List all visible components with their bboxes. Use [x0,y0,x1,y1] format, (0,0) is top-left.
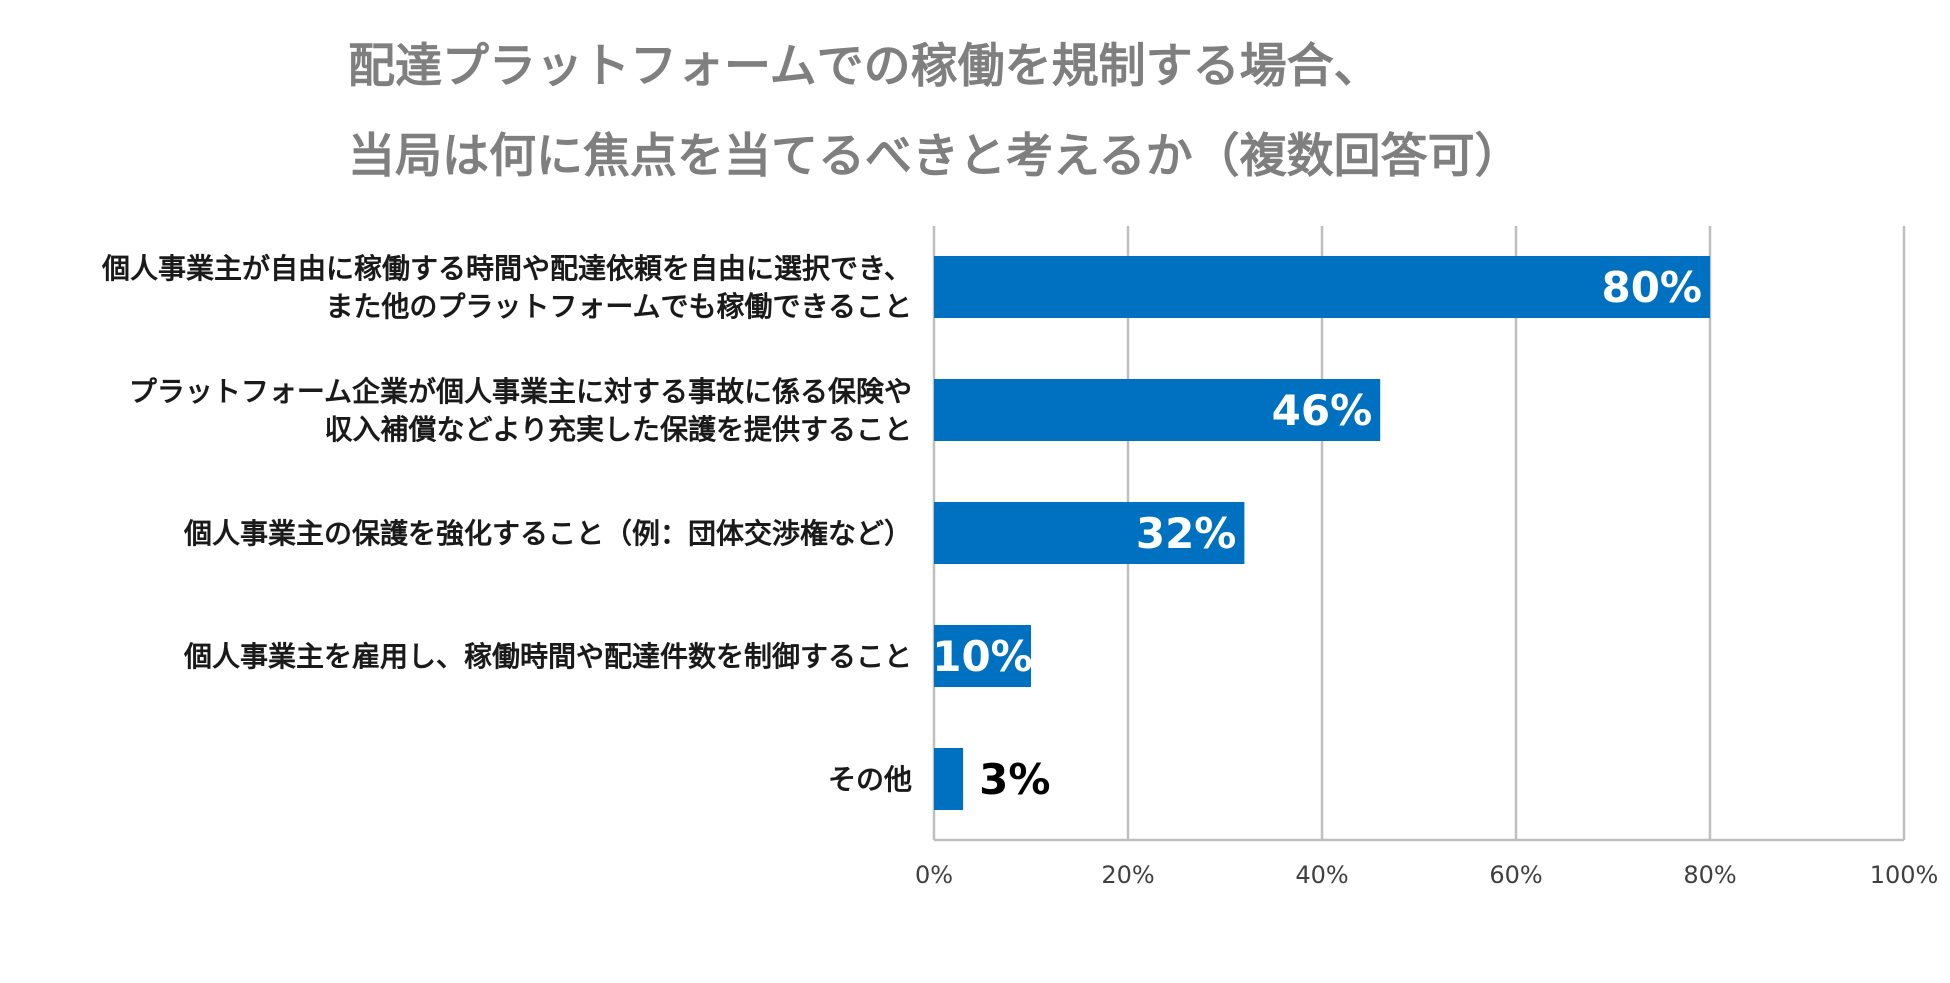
chart-title-line-1: 配達プラットフォームでの稼働を規制する場合、 [348,39,1381,94]
category-labels: 個人事業主が自由に稼働する時間や配達依頼を自由に選択でき、また他のプラットフォー… [101,252,912,796]
x-tick-label-40: 40% [1295,861,1348,889]
gridlines [932,226,1906,842]
category-label-4: 個人事業主を雇用し、稼働時間や配達件数を制御すること [183,640,912,673]
x-tick-label-20: 20% [1101,861,1154,889]
category-label-3: 個人事業主の保護を強化すること（例：団体交渉権など） [183,517,912,550]
category-label-5: その他 [828,763,912,796]
data-labels: 80% 46% 32% 10% 3% [932,263,1702,804]
category-label-5-line-1: その他 [828,763,912,796]
chart-title: 配達プラットフォームでの稼働を規制する場合、 当局は何に焦点を当てるべきと考える… [348,39,1522,184]
x-tick-label-100: 100% [1870,861,1939,889]
data-label-1: 80% [1601,263,1702,312]
x-axis-tick-labels: 0% 20% 40% 60% 80% 100% [915,861,1938,889]
data-label-5: 3% [979,755,1050,804]
bars [934,256,1710,810]
bar-4 [934,625,1031,687]
category-label-3-line-1: 個人事業主の保護を強化すること（例：団体交渉権など） [183,517,912,550]
category-label-4-line-1: 個人事業主を雇用し、稼働時間や配達件数を制御すること [183,640,912,673]
category-label-1: 個人事業主が自由に稼働する時間や配達依頼を自由に選択でき、また他のプラットフォー… [101,252,912,323]
data-label-4: 10% [932,632,1033,681]
data-label-2: 46% [1272,386,1373,435]
category-label-2-line-1: プラットフォーム企業が個人事業主に対する事故に係る保険や [129,375,912,408]
category-label-1-line-2: また他のプラットフォームでも稼働できること [325,290,912,323]
category-label-2: プラットフォーム企業が個人事業主に対する事故に係る保険や収入補償などより充実した… [129,375,912,446]
x-tick-label-60: 60% [1489,861,1542,889]
bar-5 [934,748,964,810]
bar-1 [934,256,1710,318]
chart-title-line-2: 当局は何に焦点を当てるべきと考えるか（複数回答可） [348,129,1522,184]
data-label-3: 32% [1136,509,1237,558]
x-tick-label-0: 0% [915,861,953,889]
category-label-2-line-2: 収入補償などより充実した保護を提供すること [325,413,912,446]
x-tick-label-80: 80% [1683,861,1736,889]
bar-3 [934,502,1245,564]
category-label-1-line-1: 個人事業主が自由に稼働する時間や配達依頼を自由に選択でき、 [101,252,912,285]
bar-2 [934,379,1381,441]
